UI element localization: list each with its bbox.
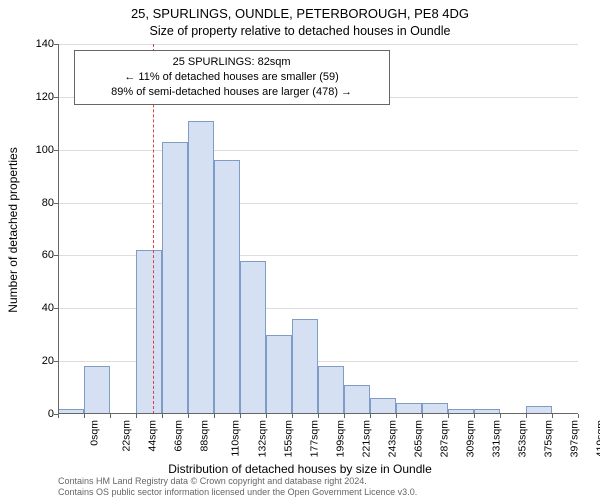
y-tick-mark (54, 308, 58, 309)
x-tick-mark (370, 414, 371, 418)
chart-container: { "title": "25, SPURLINGS, OUNDLE, PETER… (0, 0, 600, 500)
histogram-bar (214, 160, 240, 414)
x-tick-label: 375sqm (542, 420, 554, 457)
x-tick-label: 309sqm (464, 420, 476, 457)
y-tick-label: 0 (22, 408, 54, 420)
x-tick-mark (136, 414, 137, 418)
histogram-bar (266, 335, 292, 414)
x-tick-label: 155sqm (282, 420, 294, 457)
histogram-bar (370, 398, 396, 414)
x-tick-label: 0sqm (89, 420, 101, 446)
x-tick-label: 66sqm (173, 420, 185, 452)
y-axis-label: Number of detached properties (6, 147, 20, 312)
x-tick-mark (422, 414, 423, 418)
plot-area: 25 SPURLINGS: 82sqm← 11% of detached hou… (58, 44, 578, 414)
footnote: Contains HM Land Registry data © Crown c… (58, 476, 417, 498)
x-tick-mark (266, 414, 267, 418)
x-tick-label: 353sqm (516, 420, 528, 457)
x-tick-label: 221sqm (360, 420, 372, 457)
x-tick-mark (448, 414, 449, 418)
x-tick-label: 287sqm (438, 420, 450, 457)
gridline (58, 150, 578, 151)
y-tick-mark (54, 255, 58, 256)
x-tick-mark (240, 414, 241, 418)
y-tick-mark (54, 97, 58, 98)
annotation-line-3: 89% of semi-detached houses are larger (… (83, 85, 381, 100)
x-tick-label: 199sqm (334, 420, 346, 457)
y-tick-mark (54, 361, 58, 362)
x-axis-label: Distribution of detached houses by size … (0, 462, 600, 476)
annotation-line-1: 25 SPURLINGS: 82sqm (83, 55, 381, 70)
histogram-bar (240, 261, 266, 414)
footnote-line-2: Contains OS public sector information li… (58, 487, 417, 498)
y-tick-mark (54, 203, 58, 204)
histogram-bar (292, 319, 318, 414)
x-tick-mark (474, 414, 475, 418)
x-tick-label: 265sqm (412, 420, 424, 457)
x-tick-mark (344, 414, 345, 418)
x-tick-mark (318, 414, 319, 418)
histogram-bar (84, 366, 110, 414)
x-tick-label: 331sqm (490, 420, 502, 457)
x-tick-mark (552, 414, 553, 418)
histogram-bar (318, 366, 344, 414)
histogram-bar (136, 250, 162, 414)
x-tick-mark (396, 414, 397, 418)
x-tick-label: 110sqm (230, 420, 242, 457)
x-tick-label: 132sqm (256, 420, 268, 457)
x-tick-mark (214, 414, 215, 418)
y-tick-label: 120 (22, 91, 54, 103)
x-tick-label: 22sqm (121, 420, 133, 452)
x-tick-label: 44sqm (147, 420, 159, 452)
x-tick-mark (58, 414, 59, 418)
y-tick-label: 100 (22, 144, 54, 156)
y-tick-label: 60 (22, 249, 54, 261)
histogram-bar (188, 121, 214, 414)
x-tick-label: 419sqm (594, 420, 600, 457)
annotation-box: 25 SPURLINGS: 82sqm← 11% of detached hou… (74, 50, 390, 105)
x-tick-mark (84, 414, 85, 418)
y-tick-label: 40 (22, 302, 54, 314)
annotation-line-2: ← 11% of detached houses are smaller (59… (83, 70, 381, 85)
chart-subtitle: Size of property relative to detached ho… (0, 24, 600, 38)
x-tick-mark (188, 414, 189, 418)
x-tick-label: 397sqm (568, 420, 580, 457)
chart-title: 25, SPURLINGS, OUNDLE, PETERBOROUGH, PE8… (0, 6, 600, 21)
gridline (58, 44, 578, 45)
footnote-line-1: Contains HM Land Registry data © Crown c… (58, 476, 417, 487)
y-tick-label: 80 (22, 197, 54, 209)
histogram-bar (344, 385, 370, 414)
y-tick-label: 140 (22, 38, 54, 50)
x-tick-mark (526, 414, 527, 418)
y-tick-mark (54, 150, 58, 151)
y-tick-label: 20 (22, 355, 54, 367)
x-tick-label: 177sqm (308, 420, 320, 457)
x-tick-mark (500, 414, 501, 418)
x-tick-mark (162, 414, 163, 418)
x-tick-mark (578, 414, 579, 418)
x-tick-mark (292, 414, 293, 418)
gridline (58, 203, 578, 204)
y-axis-line (58, 44, 59, 414)
histogram-bar (162, 142, 188, 414)
x-tick-label: 88sqm (199, 420, 211, 452)
x-tick-label: 243sqm (386, 420, 398, 457)
x-tick-mark (110, 414, 111, 418)
y-tick-mark (54, 44, 58, 45)
